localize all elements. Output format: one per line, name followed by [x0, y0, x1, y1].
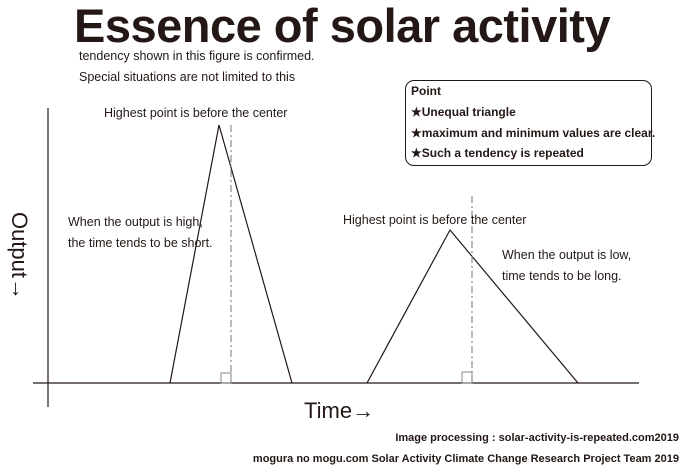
- footer-credit-1: Image processing : solar-activity-is-rep…: [395, 432, 679, 444]
- peak-1-annotation: Highest point is before the center: [104, 106, 288, 120]
- point-item-3: ★Such a tendency is repeated: [411, 146, 584, 160]
- high-output-annotation: When the output is high, the time tends …: [68, 212, 213, 254]
- low-output-line-2: time tends to be long.: [502, 269, 622, 283]
- y-axis-label: Output→: [7, 211, 32, 301]
- point-item-1: ★Unequal triangle: [411, 105, 516, 119]
- point-box: Point ★Unequal triangle ★maximum and min…: [405, 80, 656, 166]
- right-angle-mark-2: [461, 371, 473, 384]
- y-axis-label-wrap: Output→: [4, 196, 34, 316]
- x-axis-label: Time→: [304, 398, 375, 423]
- subtitle-line-2: Special situations are not limited to th…: [79, 70, 296, 84]
- right-angle-mark-1: [220, 372, 232, 384]
- low-output-annotation: When the output is low, time tends to be…: [502, 245, 631, 287]
- point-box-title: Point: [411, 84, 441, 98]
- point-item-2: ★maximum and minimum values are clear.: [411, 125, 656, 140]
- high-output-line-1: When the output is high,: [68, 215, 203, 229]
- triangle-long-low: [366, 228, 579, 384]
- page-title: Essence of solar activity: [74, 0, 611, 52]
- subtitle-line-1: tendency shown in this figure is confirm…: [79, 49, 315, 63]
- triangle-short-high: [169, 124, 293, 384]
- low-output-line-1: When the output is low,: [502, 248, 632, 262]
- high-output-line-2: the time tends to be short.: [68, 236, 213, 250]
- peak-2-annotation: Highest point is before the center: [343, 213, 527, 227]
- footer-credit-2: mogura no mogu.com Solar Activity Climat…: [252, 453, 679, 465]
